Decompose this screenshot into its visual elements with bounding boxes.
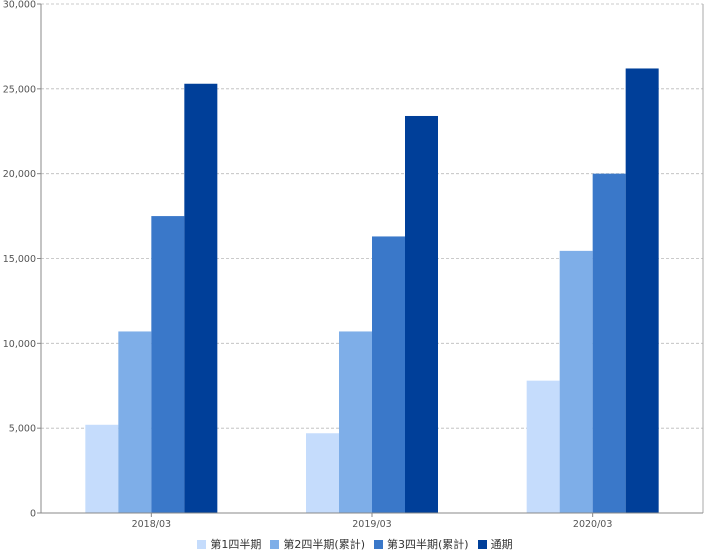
- legend-swatch: [374, 539, 383, 549]
- y-tick-label: 15,000: [3, 254, 36, 265]
- bar: [151, 216, 185, 514]
- y-tick-label: 25,000: [3, 84, 36, 95]
- legend-item: 第2四半期(累計): [270, 536, 365, 552]
- y-tick-label: 5,000: [9, 424, 36, 435]
- bar: [306, 433, 339, 513]
- legend-label: 通期: [490, 538, 513, 551]
- legend-item: 第1四半期: [197, 536, 261, 552]
- legend-label: 第3四半期(累計): [387, 538, 469, 551]
- legend-item: 通期: [477, 536, 513, 552]
- bar: [85, 424, 119, 513]
- legend-swatch: [270, 539, 280, 549]
- y-axis-tick-labels: 0 5,000 10,000 15,000 20,000 25,000 30,000: [3, 0, 36, 520]
- y-tick-label: 30,000: [3, 0, 36, 11]
- bar: [625, 68, 659, 514]
- legend-swatch: [477, 539, 487, 549]
- bar: [405, 115, 438, 513]
- axes: [37, 3, 704, 517]
- bar: [526, 380, 560, 513]
- legend-label: 第2四半期(累計): [283, 538, 365, 551]
- bar: [372, 236, 405, 513]
- x-tick-label: 2018/03: [132, 519, 171, 530]
- bar: [184, 83, 218, 513]
- y-tick-label: 10,000: [3, 339, 36, 350]
- y-tick-label: 0: [30, 509, 36, 520]
- y-tick-label: 20,000: [3, 169, 36, 180]
- x-tick-label: 2020/03: [573, 519, 612, 530]
- bar: [592, 173, 626, 513]
- legend-swatch: [197, 539, 207, 549]
- bars: [85, 68, 659, 514]
- bar: [339, 331, 372, 513]
- bar: [559, 250, 593, 514]
- legend-item: 第3四半期(累計): [374, 536, 469, 552]
- x-axis-tick-labels: 2018/03 2019/03 2020/03: [132, 519, 613, 530]
- bar: [118, 331, 152, 513]
- legend-label: 第1四半期: [210, 538, 262, 551]
- x-tick-label: 2019/03: [352, 519, 391, 530]
- chart-legend: 第1四半期 第2四半期(累計) 第3四半期(累計) 通期: [0, 537, 710, 551]
